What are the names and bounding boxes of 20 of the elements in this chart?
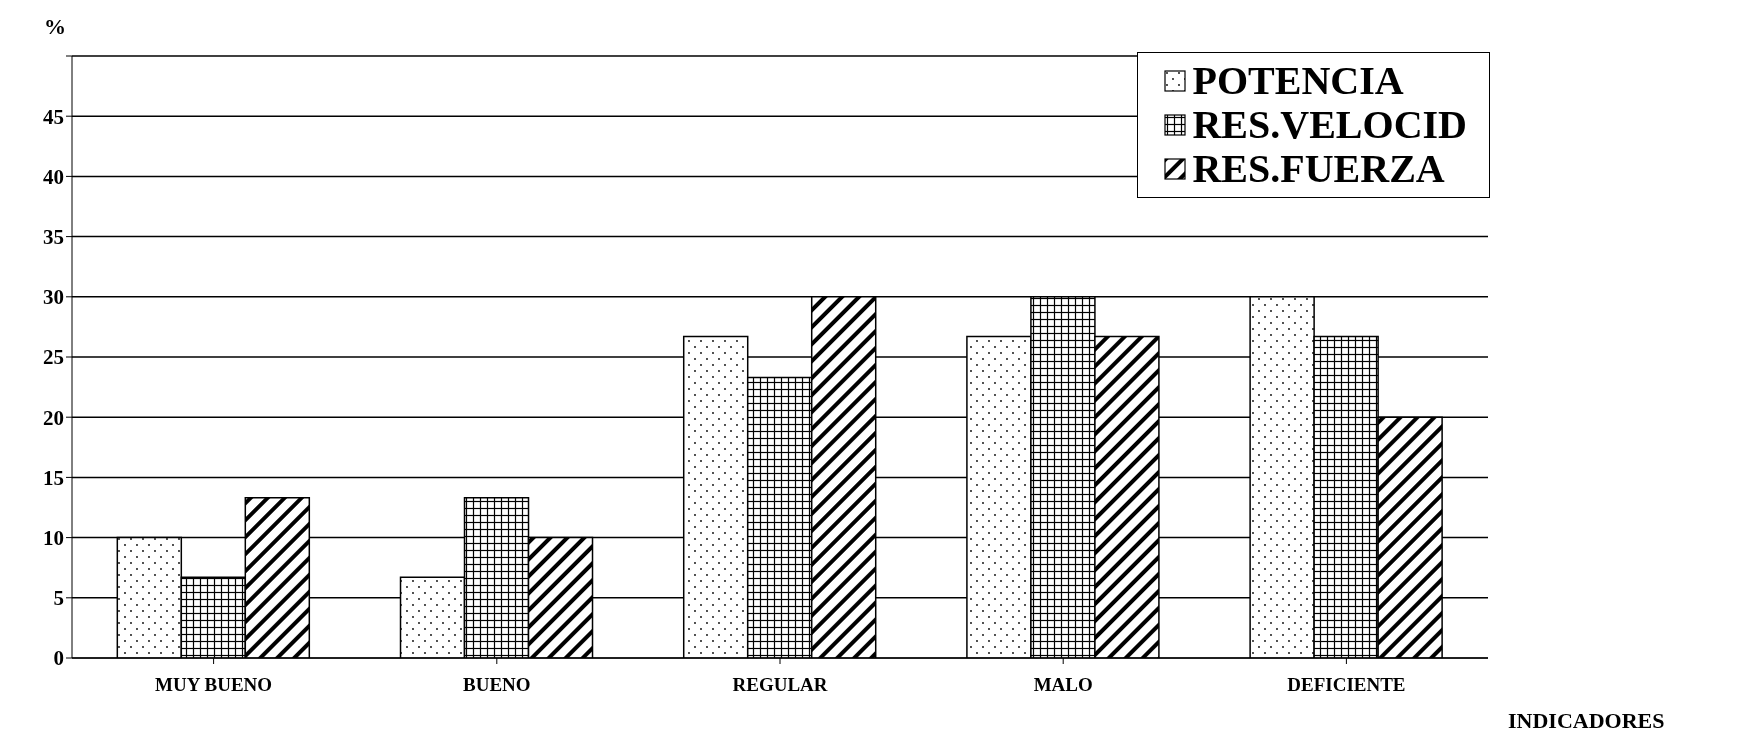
legend-label: POTENCIA (1192, 58, 1404, 103)
x-tick-label: DEFICIENTE (1287, 674, 1406, 696)
x-tick-label: REGULAR (732, 674, 828, 696)
x-tick-label: MUY BUENO (155, 674, 273, 696)
y-tick-label: 40 (43, 164, 64, 189)
legend-label: RES.FUERZA (1192, 146, 1445, 191)
legend-label: RES.VELOCID (1192, 102, 1467, 147)
y-tick-label: 35 (43, 225, 64, 250)
y-tick-label: 30 (43, 285, 64, 310)
y-tick-label: 0 (53, 646, 64, 671)
y-tick-label: 10 (43, 526, 64, 551)
y-tick-label: 45 (43, 104, 64, 129)
x-axis-title: INDICADORES (1508, 708, 1665, 734)
y-axis-title: % (44, 14, 66, 40)
y-tick-label: 20 (43, 405, 64, 430)
y-tick-label: 15 (43, 465, 64, 490)
x-tick-label: BUENO (463, 674, 531, 696)
y-tick-label: 25 (43, 345, 64, 370)
y-tick-label: 5 (53, 586, 64, 611)
x-tick-label: MALO (1033, 674, 1093, 696)
